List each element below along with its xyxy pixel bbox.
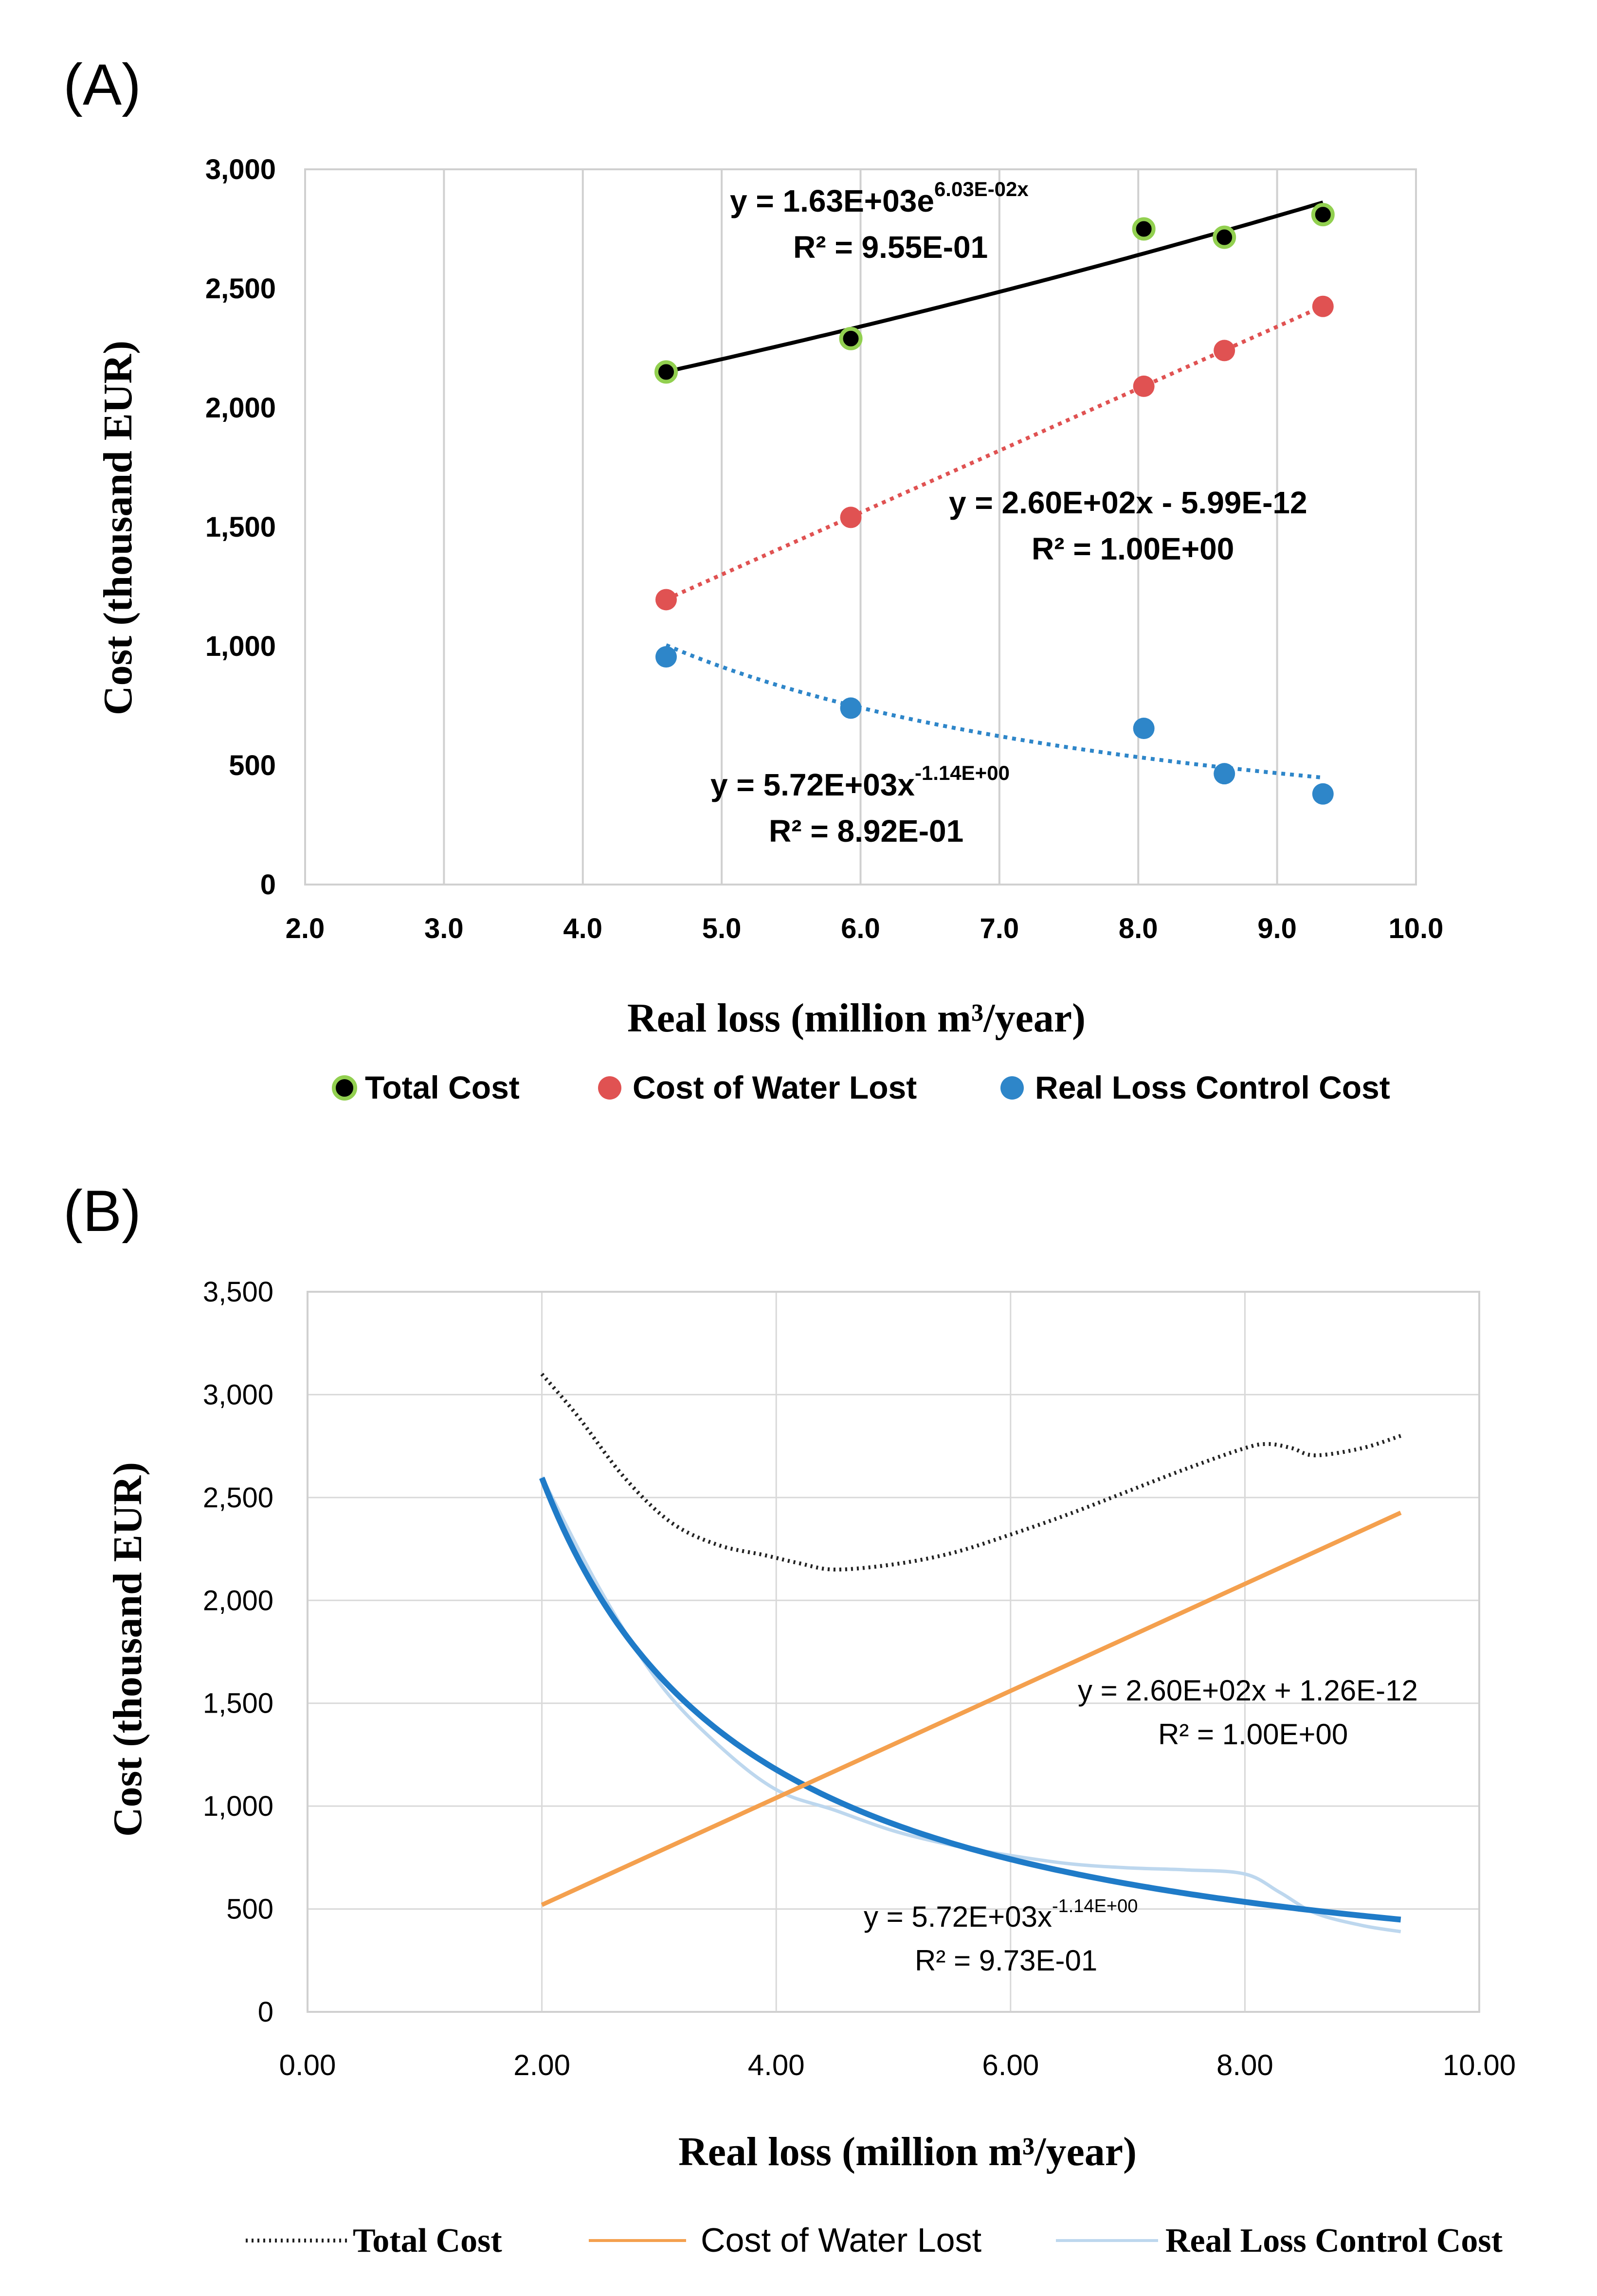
legend-marker-real-loss-control-cost <box>1000 1076 1024 1100</box>
fit-real-loss-control-cost <box>539 1477 1401 1923</box>
panel-b-series-lines <box>539 1373 1402 1934</box>
panel-a-x-tick-labels: 2.0 3.0 4.0 5.0 6.0 7.0 8.0 9.0 10.0 <box>286 913 1444 944</box>
point-real-loss-control-cost <box>655 646 677 668</box>
panel-a-control-equation: y = 5.72E+03x-1.14E+00 <box>710 761 1010 802</box>
line-total-cost <box>540 1373 1401 1572</box>
trendline-real-loss-control-cost <box>665 643 1324 780</box>
legend-label-real-loss-control-cost: Real Loss Control Cost <box>1035 1069 1390 1105</box>
panel-b-x-tick-label: 0.00 <box>279 2049 336 2081</box>
line-cost-of-water-lost <box>541 1511 1402 1907</box>
point-real-loss-control-cost <box>1312 783 1334 805</box>
legend-marker-cost-of-water-lost <box>598 1076 621 1100</box>
point-total-cost <box>1132 217 1156 241</box>
legend-label-total-cost: Total Cost <box>365 1069 520 1105</box>
panel-b-y-tick-labels: 0 500 1,000 1,500 2,000 2,500 3,000 3,500 <box>203 1276 273 2028</box>
panel-a-y-tick-label: 500 <box>229 750 276 781</box>
panel-a-legend: Total Cost Cost of Water Lost Real Loss … <box>332 1069 1390 1105</box>
legend-label-cost-of-water-lost-b: Cost of Water Lost <box>701 2221 981 2259</box>
trendline-cost-of-water-lost <box>665 304 1324 601</box>
panel-a-y-tick-label: 1,000 <box>205 631 276 662</box>
panel-a-x-tick-label: 5.0 <box>702 913 742 944</box>
point-real-loss-control-cost <box>1214 763 1235 785</box>
panel-b-y-tick-label: 3,500 <box>203 1276 273 1308</box>
panel-a-y-tick-label: 0 <box>260 869 276 901</box>
panel-b-plot-area <box>307 1291 1480 2013</box>
panel-b-control-equation: y = 5.72E+03x-1.14E+00 <box>864 1896 1138 1933</box>
panel-b-x-tick-label: 8.00 <box>1216 2049 1273 2081</box>
panel-a-total-equation: y = 1.63E+03e6.03E-02x <box>730 178 1029 218</box>
panel-a-points <box>654 203 1335 805</box>
panel-a-y-tick-labels: 0 500 1,000 1,500 2,000 2,500 3,000 <box>205 154 276 901</box>
point-total-cost <box>839 326 863 350</box>
panel-b-x-axis-title: Real loss (million m³/year) <box>678 2129 1137 2174</box>
legend-marker-total-cost <box>332 1075 357 1101</box>
point-total-cost <box>1311 203 1335 227</box>
point-total-cost <box>654 360 678 384</box>
panel-b-label: (B) <box>63 1178 141 1244</box>
point-cost-of-water-lost <box>1312 295 1334 317</box>
point-real-loss-control-cost <box>840 697 862 719</box>
panel-a-plot-area <box>304 168 1417 886</box>
panel-b-x-tick-label: 4.00 <box>748 2049 805 2081</box>
panel-a-x-tick-label: 7.0 <box>980 913 1019 944</box>
panel-a-y-tick-label: 3,000 <box>205 154 276 185</box>
panel-a-x-tick-label: 4.0 <box>563 913 602 944</box>
point-real-loss-control-cost <box>1133 718 1155 740</box>
panel-a-y-tick-label: 2,500 <box>205 273 276 305</box>
panel-b-y-tick-label: 1,000 <box>203 1790 273 1822</box>
panel-b-y-axis-title: Cost (thousand EUR) <box>105 1462 150 1837</box>
panel-a-x-tick-label: 6.0 <box>841 913 880 944</box>
panel-b-y-tick-label: 2,500 <box>203 1482 273 1514</box>
panel-a-total-r2: R² = 9.55E-01 <box>793 230 988 265</box>
panel-b-water-r2: R² = 1.00E+00 <box>1158 1718 1348 1751</box>
panel-a-x-axis-title: Real loss (million m³/year) <box>627 995 1086 1041</box>
panel-a-control-r2: R² = 8.92E-01 <box>769 814 963 849</box>
panel-b-water-equation: y = 2.60E+02x + 1.26E-12 <box>1078 1674 1418 1707</box>
point-cost-of-water-lost <box>1214 340 1235 362</box>
panel-b-y-tick-label: 0 <box>258 1996 273 2028</box>
panel-a-x-tick-label: 3.0 <box>424 913 464 944</box>
panel-b-x-tick-label: 2.00 <box>513 2049 570 2081</box>
point-cost-of-water-lost <box>655 589 677 611</box>
panel-a-label: (A) <box>63 52 141 117</box>
panel-b-y-tick-label: 3,000 <box>203 1379 273 1410</box>
point-total-cost <box>1213 225 1236 249</box>
point-cost-of-water-lost <box>1133 375 1155 397</box>
legend-label-cost-of-water-lost: Cost of Water Lost <box>633 1069 917 1105</box>
point-cost-of-water-lost <box>840 506 862 528</box>
panel-b-y-tick-label: 1,500 <box>203 1688 273 1719</box>
panel-a-y-axis-title: Cost (thousand EUR) <box>95 341 141 715</box>
panel-b-x-tick-label: 6.00 <box>982 2049 1039 2081</box>
panel-b-y-tick-label: 2,000 <box>203 1585 273 1616</box>
panel-b-legend: Total Cost Cost of Water Lost Real Loss … <box>246 2221 1503 2260</box>
panel-b-y-tick-label: 500 <box>226 1894 273 1925</box>
panel-a-water-equation: y = 2.60E+02x - 5.99E-12 <box>949 485 1307 520</box>
panel-a-y-tick-label: 2,000 <box>205 392 276 424</box>
panel-a-x-tick-label: 9.0 <box>1257 913 1297 944</box>
legend-label-real-loss-control-cost-b: Real Loss Control Cost <box>1165 2222 1503 2260</box>
panel-a-y-tick-label: 1,500 <box>205 511 276 543</box>
panel-a-x-tick-label: 8.0 <box>1119 913 1158 944</box>
panel-a-water-r2: R² = 1.00E+00 <box>1032 531 1234 566</box>
panel-b-control-r2: R² = 9.73E-01 <box>915 1944 1097 1977</box>
panel-b-x-tick-label: 10.00 <box>1443 2049 1516 2081</box>
panel-a-x-tick-label: 2.0 <box>286 913 325 944</box>
panel-a-x-tick-label: 10.0 <box>1389 913 1444 944</box>
legend-label-total-cost-b: Total Cost <box>353 2222 502 2260</box>
panel-b-x-tick-labels: 0.00 2.00 4.00 6.00 8.00 10.00 <box>279 2049 1516 2081</box>
